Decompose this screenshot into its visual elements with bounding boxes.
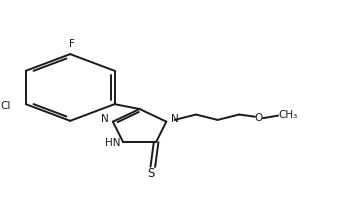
Text: Cl: Cl — [1, 101, 11, 111]
Text: N: N — [171, 114, 178, 124]
Text: S: S — [147, 167, 155, 180]
Text: N: N — [101, 114, 108, 124]
Text: CH₃: CH₃ — [278, 110, 298, 120]
Text: HN: HN — [105, 138, 120, 148]
Text: O: O — [255, 113, 263, 123]
Text: F: F — [69, 39, 75, 49]
